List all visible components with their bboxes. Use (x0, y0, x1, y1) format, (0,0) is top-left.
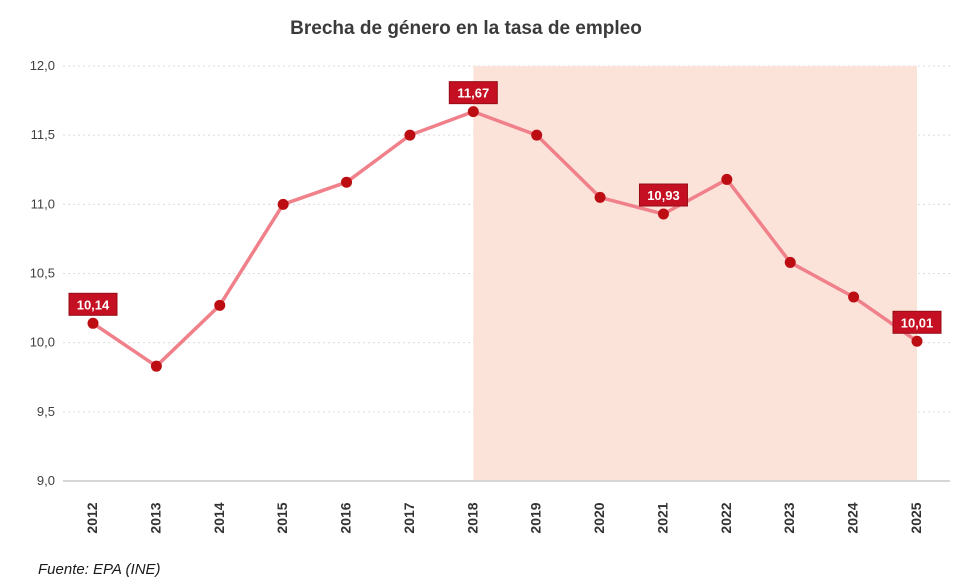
x-tick-label: 2016 (338, 502, 354, 533)
point-value-label: 10,14 (77, 297, 110, 312)
x-tick-label: 2025 (908, 502, 924, 533)
x-tick-label: 2024 (845, 502, 861, 533)
x-tick-label: 2022 (718, 502, 734, 533)
point-value-label: 10,93 (647, 188, 680, 203)
x-tick-label: 2012 (84, 502, 100, 533)
data-point (214, 299, 226, 311)
data-point (404, 129, 416, 141)
point-value-label: 11,67 (457, 86, 489, 101)
data-point (721, 173, 733, 185)
chart-title: Brecha de género en la tasa de empleo (290, 18, 642, 39)
x-tick-label: 2018 (464, 502, 480, 533)
data-point (594, 191, 606, 203)
x-tick-label: 2020 (591, 502, 607, 533)
source-note: Fuente: EPA (INE) (38, 561, 161, 578)
point-value-label-box (638, 183, 688, 207)
y-tick-label: 10,5 (30, 266, 55, 281)
data-point (341, 176, 353, 188)
data-point (87, 317, 99, 329)
y-tick-label: 11,0 (31, 196, 55, 211)
data-point (531, 129, 543, 141)
data-point (277, 198, 289, 210)
x-tick-label: 2021 (654, 502, 670, 533)
point-value-label-box (68, 292, 118, 316)
data-point (467, 106, 479, 118)
data-point (848, 291, 860, 303)
y-tick-label: 10,0 (30, 335, 55, 350)
shaded-region (473, 66, 917, 480)
data-point (911, 335, 923, 347)
data-point (657, 208, 669, 220)
x-tick-label: 2019 (528, 502, 544, 533)
plot-area: 9,0 9,5 10,0 10,5 11,0 11,5 12,0 2012 2013 2014 20… (30, 58, 950, 534)
data-point (150, 360, 162, 372)
data-point (784, 256, 796, 268)
x-tick-label: 2013 (147, 502, 163, 533)
point-value-label-box (892, 310, 942, 334)
data-line (91, 109, 919, 368)
y-tick-label: 12,0 (30, 58, 55, 73)
y-tick-label: 9,0 (37, 473, 55, 488)
point-value-label: 10,01 (901, 315, 934, 330)
x-tick-label: 2015 (274, 502, 290, 533)
y-tick-label: 11,5 (31, 127, 55, 142)
x-tick-label: 2014 (211, 502, 227, 533)
x-tick-label: 2023 (781, 502, 797, 533)
y-tick-label: 9,5 (37, 404, 55, 419)
x-tick-label: 2017 (401, 502, 417, 533)
point-value-label-box (448, 81, 498, 105)
